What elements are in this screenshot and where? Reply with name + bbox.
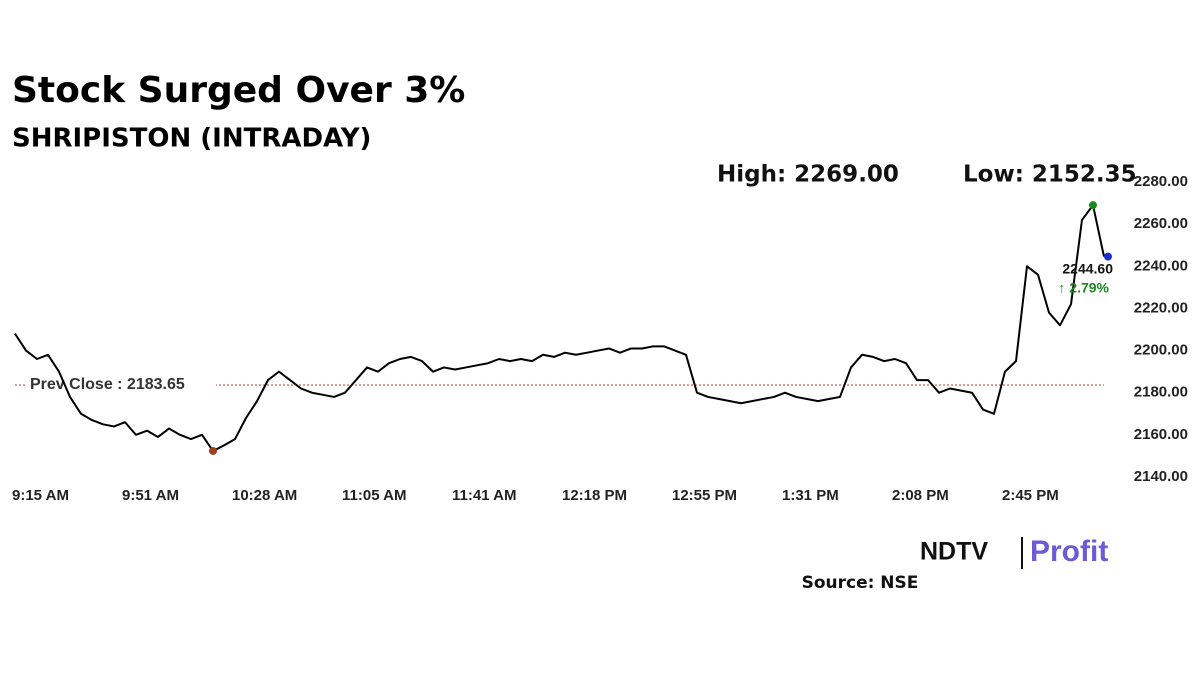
y-tick-label: 2220.00	[1134, 299, 1188, 316]
y-tick-label: 2280.00	[1134, 173, 1188, 190]
prev-close-bg	[26, 375, 216, 396]
x-tick-label: 12:55 PM	[672, 487, 737, 504]
x-tick-label: 2:08 PM	[892, 487, 949, 504]
x-tick-label: 10:28 AM	[232, 487, 297, 504]
last-marker	[1104, 252, 1112, 261]
x-tick-label: 11:05 AM	[342, 487, 406, 504]
high-label: High: 2269.00	[717, 162, 899, 188]
x-tick-label: 12:18 PM	[562, 487, 627, 504]
chart-subtitle: SHRIPISTON (INTRADAY)	[12, 124, 371, 154]
x-tick-label: 9:15 AM	[12, 487, 69, 504]
y-tick-label: 2140.00	[1134, 468, 1188, 485]
low-marker	[209, 446, 217, 455]
logo-product: Profit	[1030, 535, 1108, 568]
y-tick-label: 2180.00	[1134, 384, 1188, 401]
x-tick-label: 2:45 PM	[1002, 487, 1059, 504]
y-tick-label: 2240.00	[1134, 257, 1188, 274]
last-price-label: 2244.60	[1062, 260, 1113, 276]
change-label: ↑ 2.79%	[1058, 279, 1109, 295]
prev-close-label: Prev Close : 2183.65	[30, 376, 185, 393]
source: Source: NSE	[802, 573, 919, 593]
y-tick-label: 2200.00	[1134, 342, 1188, 359]
logo-brand: NDTV	[920, 538, 988, 566]
high-marker	[1089, 201, 1097, 210]
low-label: Low: 2152.35	[963, 162, 1137, 188]
y-tick-label: 2260.00	[1134, 215, 1188, 232]
price-line	[14, 204, 1105, 452]
chart-title: Stock Surged Over 3%	[12, 70, 465, 111]
x-tick-label: 9:51 AM	[122, 487, 179, 504]
x-tick-label: 11:41 AM	[452, 487, 516, 504]
y-tick-label: 2160.00	[1134, 426, 1188, 443]
x-tick-label: 1:31 PM	[782, 487, 839, 504]
